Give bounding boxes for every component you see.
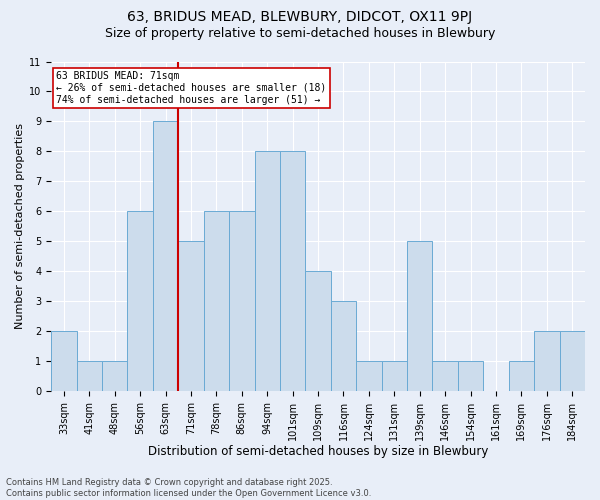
Text: Contains HM Land Registry data © Crown copyright and database right 2025.
Contai: Contains HM Land Registry data © Crown c… (6, 478, 371, 498)
Bar (178, 242, 203, 392)
Bar (127, 212, 153, 392)
Bar (331, 302, 356, 392)
Bar (254, 152, 280, 392)
Text: 63 BRIDUS MEAD: 71sqm
← 26% of semi-detached houses are smaller (18)
74% of semi: 63 BRIDUS MEAD: 71sqm ← 26% of semi-deta… (56, 72, 327, 104)
Bar (305, 272, 331, 392)
Text: 63, BRIDUS MEAD, BLEWBURY, DIDCOT, OX11 9PJ: 63, BRIDUS MEAD, BLEWBURY, DIDCOT, OX11 … (127, 10, 473, 24)
Bar (102, 362, 127, 392)
Bar (534, 332, 560, 392)
Text: Size of property relative to semi-detached houses in Blewbury: Size of property relative to semi-detach… (105, 28, 495, 40)
Bar (433, 362, 458, 392)
Y-axis label: Number of semi-detached properties: Number of semi-detached properties (15, 124, 25, 330)
Bar (77, 362, 102, 392)
Bar (51, 332, 77, 392)
Bar (407, 242, 433, 392)
Bar (509, 362, 534, 392)
Bar (382, 362, 407, 392)
Bar (203, 212, 229, 392)
Bar (356, 362, 382, 392)
Bar (280, 152, 305, 392)
Bar (560, 332, 585, 392)
Bar (458, 362, 484, 392)
X-axis label: Distribution of semi-detached houses by size in Blewbury: Distribution of semi-detached houses by … (148, 444, 488, 458)
Bar (229, 212, 254, 392)
Bar (153, 122, 178, 392)
